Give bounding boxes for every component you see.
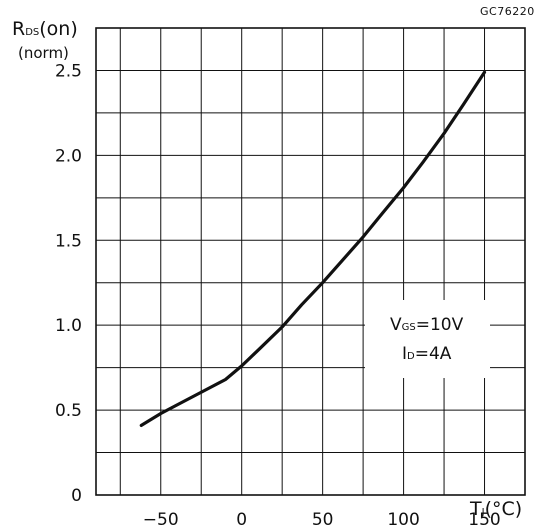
y-tick-label: 2.5 [55,61,82,81]
condition-id-subscript: D [407,351,415,362]
conditions-box [365,300,490,378]
x-axis-subscript: J [481,507,485,518]
condition-vgs-symbol: V [390,315,402,335]
y-tick-label: 0.5 [55,401,82,421]
x-tick-labels: −50 0 50 100 150 [143,510,501,530]
condition-vgs-subscript: GS [401,322,416,333]
y-axis-suffix: (on) [39,18,78,40]
y-tick-labels: 0 0.5 1.0 1.5 2.0 2.5 [55,61,82,506]
y-tick-label: 2.0 [55,146,82,166]
plot-frame [95,27,526,496]
y-axis-symbol: R [12,18,26,40]
condition-id: ID=4A [402,346,451,363]
y-axis-title: RDS(on) [12,20,78,39]
figure-code: GC76220 [480,5,535,18]
condition-vgs: VGS=10V [390,317,463,334]
y-tick-label: 1.5 [55,231,82,251]
x-tick-label: 150 [468,510,500,530]
y-axis-subscript: DS [25,27,40,38]
x-axis-symbol: T [470,498,482,520]
y-tick-label: 0 [71,486,82,506]
x-tick-label: −50 [143,510,179,530]
x-tick-label: 50 [312,510,334,530]
condition-id-symbol: I [402,344,408,364]
condition-id-value: =4A [414,344,452,364]
y-axis-unit: (norm) [18,44,69,62]
x-tick-label: 0 [236,510,247,530]
condition-vgs-value: =10V [415,315,464,335]
x-axis-title: TJ(°C) [470,500,522,519]
y-tick-label: 1.0 [55,316,82,336]
x-tick-label: 100 [387,510,419,530]
x-axis-suffix: (°C) [484,498,523,520]
grid [96,28,525,495]
rds-on-curve [139,70,487,427]
